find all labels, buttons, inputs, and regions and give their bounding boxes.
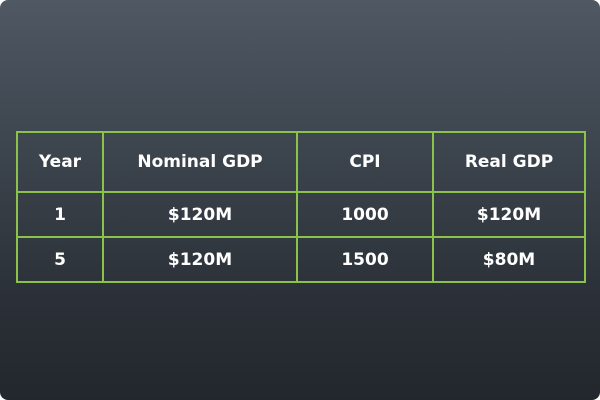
cell-real-gdp: $80M <box>432 236 586 283</box>
table-row: 1 $120M 1000 $120M <box>16 191 586 238</box>
cell-nominal-gdp: $120M <box>102 236 298 283</box>
cell-cpi: 1500 <box>296 236 434 283</box>
header-nominal-gdp: Nominal GDP <box>102 131 298 193</box>
cell-cpi: 1000 <box>296 191 434 238</box>
gdp-table: Year Nominal GDP CPI Real GDP 1 $120M 10… <box>16 131 586 283</box>
cell-year: 1 <box>16 191 104 238</box>
cell-nominal-gdp: $120M <box>102 191 298 238</box>
table-row: 5 $120M 1500 $80M <box>16 236 586 283</box>
table-header-row: Year Nominal GDP CPI Real GDP <box>16 131 586 193</box>
header-year: Year <box>16 131 104 193</box>
header-cpi: CPI <box>296 131 434 193</box>
cell-year: 5 <box>16 236 104 283</box>
cell-real-gdp: $120M <box>432 191 586 238</box>
header-real-gdp: Real GDP <box>432 131 586 193</box>
